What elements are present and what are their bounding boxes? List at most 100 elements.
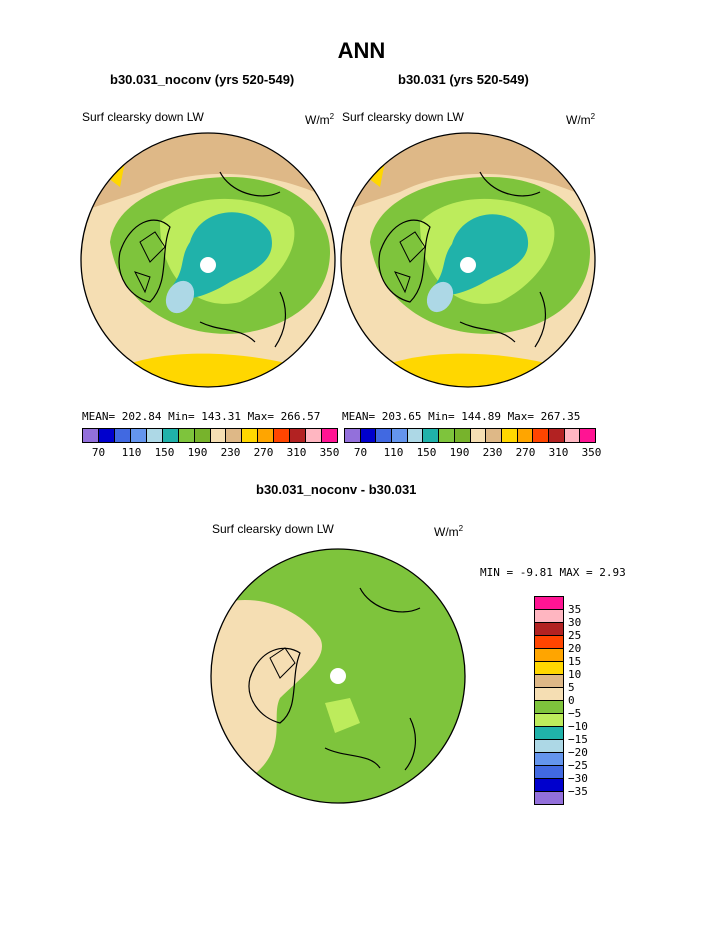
panel1-region-tan-north	[81, 133, 335, 212]
diff-field: Surf clearsky down LW	[212, 522, 334, 536]
cb1-swatch	[290, 429, 307, 442]
cb2-swatch	[454, 429, 471, 442]
cb3-swatch	[535, 714, 563, 727]
cb2-tick: 270	[515, 446, 536, 459]
cb1-tick: 310	[286, 446, 307, 459]
cb2-swatch	[501, 429, 518, 442]
cb2-tick: 310	[548, 446, 569, 459]
panel1-colorbar-labels: 70 110 150 190 230 270 310 350	[82, 446, 346, 459]
cb3-tick: 25	[568, 629, 582, 642]
cb3-swatch	[535, 649, 563, 662]
panel1-region-yellow-south	[120, 353, 320, 387]
cb3-tick: 0	[568, 694, 575, 707]
cb3-swatch	[535, 662, 563, 675]
cb3-tick: −20	[568, 746, 588, 759]
diff-title: b30.031_noconv - b30.031	[256, 482, 417, 497]
cb1-swatch	[98, 429, 115, 442]
cb3-tick: 5	[568, 681, 575, 694]
diff-region-lightgreen	[325, 698, 360, 733]
cb3-tick: 15	[568, 655, 582, 668]
cb2-swatch	[360, 429, 377, 442]
panel1-field: Surf clearsky down LW	[82, 110, 204, 124]
cb1-tick: 190	[187, 446, 208, 459]
cb3-tick: −35	[568, 785, 588, 798]
cb3-tick: −5	[568, 707, 582, 720]
cb3-swatch	[535, 610, 563, 623]
panel2-units: W/m2	[566, 112, 596, 127]
diff-units: W/m2	[434, 524, 464, 539]
cb3-swatch	[535, 740, 563, 753]
cb2-swatch	[517, 429, 534, 442]
cb2-tick: 190	[449, 446, 470, 459]
cb1-swatch	[322, 429, 337, 442]
cb1-swatch	[274, 429, 291, 442]
cb1-swatch	[258, 429, 275, 442]
cb2-tick: 110	[383, 446, 404, 459]
cb3-swatch	[535, 597, 563, 610]
panel2-map-outline	[340, 132, 596, 388]
cb2-tick: 70	[353, 446, 368, 459]
cb2-tick: 350	[581, 446, 602, 459]
panel2-stats: MEAN= 203.65 Min= 144.89 Max= 267.35	[342, 410, 581, 423]
cb3-tick: 10	[568, 668, 582, 681]
cb1-swatch	[83, 429, 99, 442]
cb3-swatch	[535, 727, 563, 740]
diff-map-outline	[210, 548, 466, 804]
panel2-pole-hole	[460, 257, 476, 273]
diff-map	[210, 548, 466, 804]
diff-region-tan-ne	[425, 558, 465, 588]
cb1-tick: 70	[91, 446, 106, 459]
cb3-tick: −30	[568, 772, 588, 785]
cb1-swatch	[242, 429, 259, 442]
panel2-region-tan-north	[341, 133, 595, 212]
cb1-swatch	[194, 429, 211, 442]
panel2-title: b30.031 (yrs 520-549)	[398, 72, 529, 87]
panel2-region-lightblue	[426, 281, 454, 313]
cb2-tick: 230	[482, 446, 503, 459]
panel1-region-lightblue	[165, 280, 195, 314]
cb1-swatch	[210, 429, 227, 442]
cb3-swatch	[535, 636, 563, 649]
panel2-colorbar	[344, 428, 596, 443]
panel1-units: W/m2	[305, 112, 335, 127]
cb2-swatch	[486, 429, 502, 442]
panel1-islands	[134, 231, 166, 294]
cb1-tick: 150	[154, 446, 175, 459]
diff-stats: MIN = -9.81 MAX = 2.93	[480, 566, 626, 579]
cb2-swatch	[423, 429, 440, 442]
panel1-map	[80, 132, 336, 388]
cb1-swatch	[178, 429, 195, 442]
diff-pole-hole	[330, 668, 346, 684]
cb1-swatch	[146, 429, 163, 442]
cb1-swatch	[226, 429, 243, 442]
cb2-swatch	[392, 429, 408, 442]
cb1-tick: 110	[121, 446, 142, 459]
cb2-swatch	[533, 429, 549, 442]
cb1-swatch	[130, 429, 147, 442]
cb3-swatch	[535, 688, 563, 701]
panel2-coastlines	[378, 171, 547, 348]
panel2-region-yellow-south	[380, 353, 580, 387]
cb2-swatch	[470, 429, 487, 442]
cb2-swatch	[407, 429, 424, 442]
panel1-colorbar	[82, 428, 338, 443]
cb2-swatch	[439, 429, 455, 442]
cb3-tick: −25	[568, 759, 588, 772]
cb3-swatch	[535, 675, 563, 688]
cb1-swatch	[114, 429, 131, 442]
panel1-coastlines	[118, 171, 287, 348]
cb3-tick: −10	[568, 720, 588, 733]
diff-coastlines	[248, 587, 421, 771]
cb1-tick: 230	[220, 446, 241, 459]
cb2-swatch	[548, 429, 565, 442]
cb1-tick: 350	[319, 446, 340, 459]
cb3-tick: −15	[568, 733, 588, 746]
cb2-swatch	[376, 429, 393, 442]
panel2-region-teal	[433, 214, 529, 296]
cb3-swatch	[535, 766, 563, 779]
panel2-islands	[394, 231, 426, 294]
cb3-tick: 30	[568, 616, 582, 629]
cb1-tick: 270	[253, 446, 274, 459]
panel2-field: Surf clearsky down LW	[342, 110, 464, 124]
panel1-map-outline	[80, 132, 336, 388]
